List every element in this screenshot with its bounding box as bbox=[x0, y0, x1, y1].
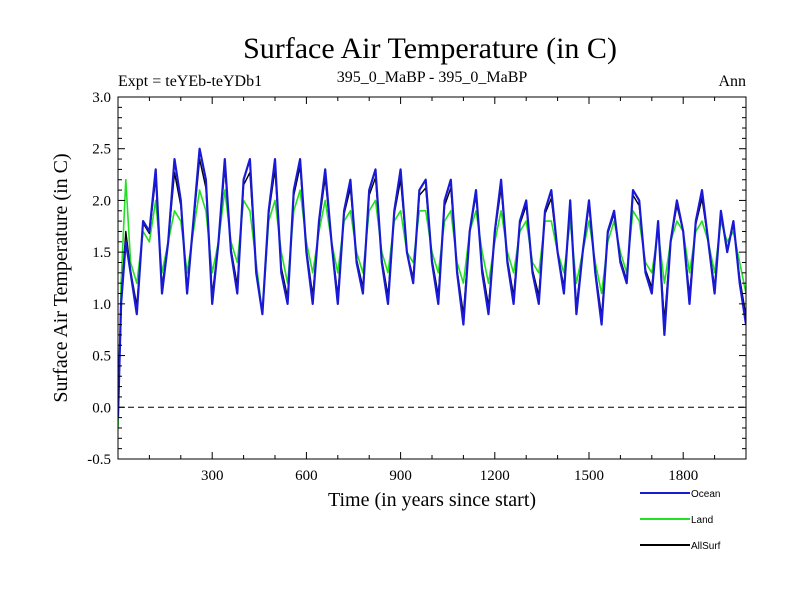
y-axis-label: Surface Air Temperature (in C) bbox=[50, 153, 72, 402]
plot-area bbox=[118, 147, 746, 429]
legend-label-allsurf: AllSurf bbox=[691, 541, 721, 552]
y-tick-label: -0.5 bbox=[87, 452, 111, 468]
x-tick-label: 1200 bbox=[480, 468, 510, 484]
legend-label-land: Land bbox=[691, 515, 713, 526]
y-tick-label: 3.0 bbox=[92, 90, 111, 106]
y-tick-label: 2.5 bbox=[92, 142, 111, 158]
x-axis-label: Time (in years since start) bbox=[328, 489, 536, 511]
y-tick-label: 1.0 bbox=[92, 297, 111, 313]
x-tick-label: 300 bbox=[201, 468, 224, 484]
x-tick-label: 1800 bbox=[668, 468, 698, 484]
legend: Ocean Land AllSurf bbox=[640, 489, 721, 552]
x-tick-label: 600 bbox=[295, 468, 318, 484]
chart-title: Surface Air Temperature (in C) bbox=[243, 32, 617, 65]
y-tick-label: 0.0 bbox=[92, 400, 111, 416]
x-tick-label: 1500 bbox=[574, 468, 604, 484]
season-label: Ann bbox=[718, 73, 746, 90]
plot-frame bbox=[117, 96, 747, 460]
x-tick-label: 900 bbox=[389, 468, 412, 484]
period-label: 395_0_MaBP - 395_0_MaBP bbox=[337, 69, 528, 86]
y-tick-label: 1.5 bbox=[92, 245, 111, 261]
y-tick-label: 2.0 bbox=[92, 193, 111, 209]
legend-label-ocean: Ocean bbox=[691, 489, 720, 500]
y-tick-label: 0.5 bbox=[92, 349, 111, 365]
experiment-label: Expt = teYEb-teYDb1 bbox=[118, 73, 262, 90]
series-line-ocean bbox=[118, 147, 746, 418]
